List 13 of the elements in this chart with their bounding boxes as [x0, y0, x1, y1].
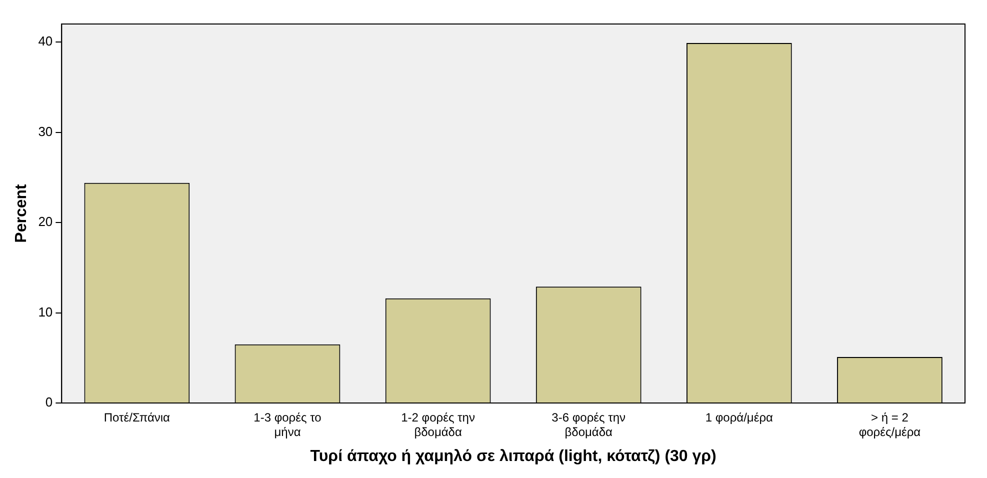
x-tick-label: > ή = 2 φορές/μέρα [858, 410, 921, 439]
x-tick-label: 3-6 φορές την βδομάδα [552, 410, 626, 439]
x-tick-label: 1-3 φορές το μήνα [254, 410, 322, 439]
y-tick-label: 30 [38, 124, 53, 139]
x-axis-title: Τυρί άπαχο ή χαμηλό σε λιπαρά (light, κότατζ) (30 γρ) [310, 448, 716, 465]
y-tick-label: 40 [38, 34, 53, 49]
x-tick-label: 1 φορά/μέρα [705, 410, 774, 425]
y-tick-label: 0 [45, 394, 53, 410]
y-tick-label: 10 [38, 304, 53, 320]
x-tick-label: Ποτέ/Σπάνια [104, 410, 170, 425]
y-tick-label: 20 [38, 214, 53, 230]
x-tick-label: 1-2 φορές την βδομάδα [401, 410, 475, 439]
y-axis-title: Percent [13, 183, 30, 243]
